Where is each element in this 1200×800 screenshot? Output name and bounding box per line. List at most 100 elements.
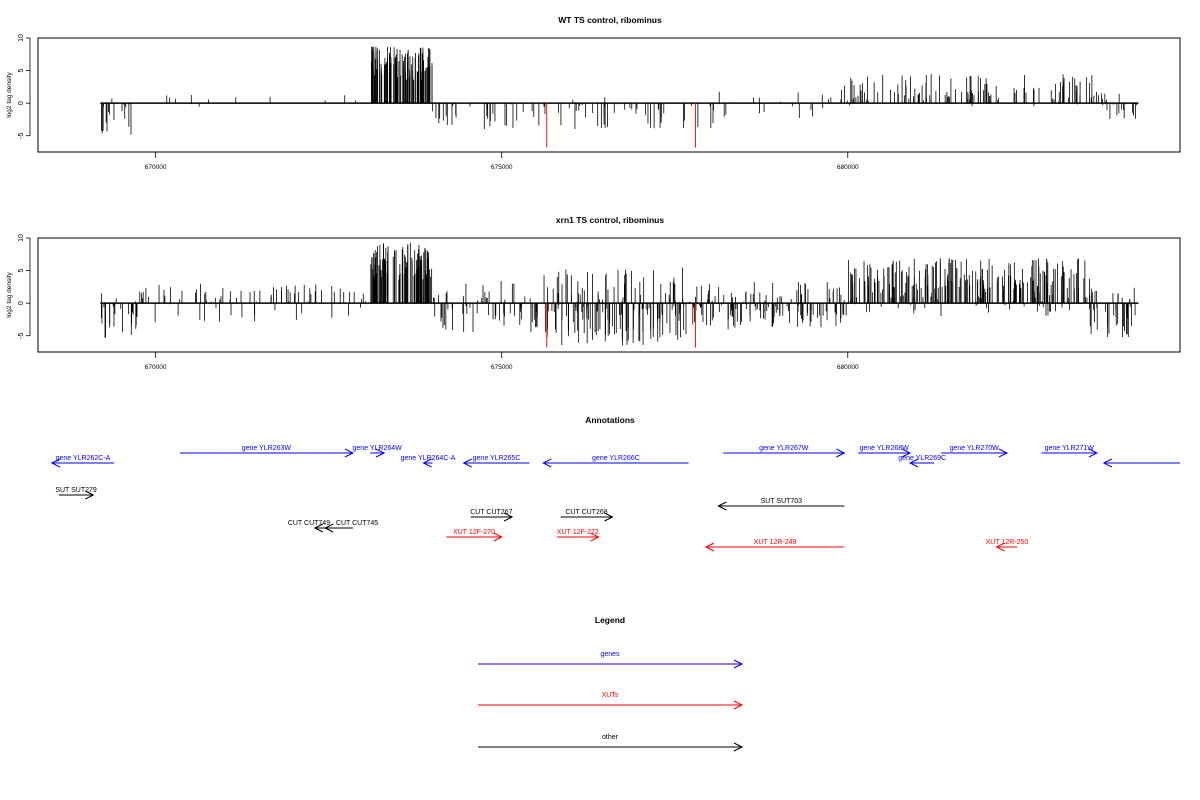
feature-label: XUT 12F-272 — [557, 529, 599, 536]
annotation-feature: CUT CUT749 — [288, 520, 340, 533]
feature-label: XUT 12R-249 — [754, 539, 797, 546]
y-tick-label: 0 — [18, 101, 25, 105]
feature-arrowhead — [995, 542, 1005, 552]
coverage-bars — [100, 242, 1136, 346]
coverage-panel: xrn1 TS control, ribominus -5 0 5 10 log2 tag… — [6, 215, 1181, 371]
feature-label: gene YLR264W — [352, 445, 402, 452]
y-tick-label: 5 — [18, 69, 25, 73]
y-tick-label: 5 — [18, 269, 25, 273]
feature-arrowhead — [313, 523, 324, 533]
legend-title: Legend — [595, 615, 625, 625]
feature-label: CUT CUT745 — [336, 520, 378, 527]
y-axis-label: log2 tag density — [6, 71, 13, 117]
feature-arrowhead — [375, 448, 386, 458]
annotation-feature: XUT 12R-249 — [704, 539, 845, 552]
legend-arrowhead — [733, 700, 744, 710]
legend-label: XUTs — [602, 692, 619, 699]
x-axis: 670000 675000 680000 — [145, 152, 859, 171]
feature-arrowhead — [908, 458, 919, 468]
annotation-feature: gene YLR262C-A — [50, 455, 115, 468]
y-tick-label: 0 — [18, 301, 25, 305]
feature-arrowhead — [493, 532, 503, 542]
annotation-feature: CUT CUT268 — [560, 509, 614, 522]
feature-arrowhead — [704, 542, 715, 552]
legend: Legend genes XUTs other — [478, 615, 744, 752]
legend-label: genes — [600, 651, 620, 658]
feature-label: gene YLR266C — [592, 455, 640, 462]
x-tick-label: 680000 — [837, 164, 859, 171]
legend-arrowhead — [733, 742, 744, 752]
panel-title: xrn1 TS control, ribominus — [556, 215, 664, 225]
feature-arrowhead — [1088, 448, 1099, 458]
feature-label: gene YLR265C — [473, 455, 521, 462]
annotation-feature: gene YLR270W — [941, 445, 1009, 458]
feature-label: gene YLR271W — [1045, 445, 1095, 452]
legend-label: other — [602, 734, 619, 741]
y-axis: -5 0 5 10 log2 tag density — [6, 234, 31, 339]
feature-arrowhead — [901, 448, 912, 458]
feature-arrowhead — [85, 490, 95, 500]
legend-entry: genes — [478, 651, 744, 669]
feature-arrowhead — [590, 532, 600, 542]
annotation-feature: gene YLR269C — [898, 455, 946, 468]
feature-label: gene YLR269C — [898, 455, 946, 462]
x-axis: 670000 675000 680000 — [145, 352, 859, 371]
annotation-feature: gene YLR268W — [858, 445, 912, 458]
feature-arrowhead — [462, 458, 472, 468]
annotation-feature: gene YLR266C — [542, 455, 689, 468]
annotations-title: Annotations — [585, 415, 635, 425]
legend-arrowhead — [733, 659, 744, 669]
annotation-feature: gene YLR267W — [723, 445, 846, 458]
legend-entry: other — [478, 734, 744, 752]
annotation-feature: XUT 12F-270 — [446, 529, 503, 542]
feature-arrowhead — [1102, 458, 1113, 468]
feature-arrowhead — [344, 448, 355, 458]
feature-arrowhead — [503, 512, 514, 522]
annotation-feature: XUT 12F-272 — [557, 529, 600, 542]
y-tick-label: 10 — [18, 234, 25, 242]
x-tick-label: 675000 — [491, 164, 513, 171]
annotation-feature: SUT SUT279 — [55, 487, 97, 500]
feature-arrowhead — [422, 458, 432, 468]
annotation-feature: SUT SUT703 — [717, 498, 845, 511]
feature-label: gene YLR270W — [949, 445, 999, 452]
plot-frame — [37, 237, 1181, 353]
feature-label: XUT 12R-250 — [986, 539, 1029, 546]
x-tick-label: 670000 — [145, 364, 167, 371]
annotation-feature: gene YLR265C — [462, 455, 530, 468]
legend-entry: XUTs — [478, 692, 744, 710]
feature-label: SUT SUT279 — [55, 487, 97, 494]
feature-label: gene YLR267W — [759, 445, 809, 452]
feature-arrowhead — [542, 458, 552, 468]
feature-label: CUT CUT749 — [288, 520, 330, 527]
panel-title: WT TS control, ribominus — [558, 15, 662, 25]
track-panels: WT TS control, ribominus -5 0 5 10 log2 tag d… — [6, 15, 1181, 371]
feature-arrowhead — [717, 501, 727, 511]
annotation-feature: XUT 12R-250 — [986, 539, 1029, 552]
plot-frame — [37, 37, 1181, 153]
feature-label: gene YLR264C-A — [401, 455, 456, 462]
annotation-feature — [1102, 458, 1180, 468]
annotation-feature: gene YLR263W — [179, 445, 355, 458]
coverage-bars — [101, 46, 1137, 135]
y-axis-label: log2 tag density — [6, 271, 13, 317]
feature-label: gene YLR263W — [242, 445, 292, 452]
feature-label: XUT 12F-270 — [453, 529, 495, 536]
feature-arrowhead — [998, 448, 1009, 458]
x-tick-label: 670000 — [145, 164, 167, 171]
y-tick-label: -5 — [18, 133, 25, 139]
feature-arrowhead — [604, 512, 614, 522]
annotation-feature: gene YLR264C-A — [401, 455, 456, 468]
coverage-panel: WT TS control, ribominus -5 0 5 10 log2 tag d… — [6, 15, 1181, 171]
annotation-feature: gene YLR271W — [1041, 445, 1099, 458]
y-tick-label: -5 — [18, 333, 25, 339]
annotation-feature: gene YLR264W — [352, 445, 402, 458]
feature-label: CUT CUT268 — [565, 509, 607, 516]
feature-arrowhead — [50, 458, 61, 468]
feature-label: SUT SUT703 — [761, 498, 803, 505]
annotation-feature: CUT CUT745 — [324, 520, 378, 533]
feature-label: CUT CUT267 — [470, 509, 512, 516]
x-tick-label: 680000 — [837, 364, 859, 371]
feature-arrowhead — [836, 448, 846, 458]
